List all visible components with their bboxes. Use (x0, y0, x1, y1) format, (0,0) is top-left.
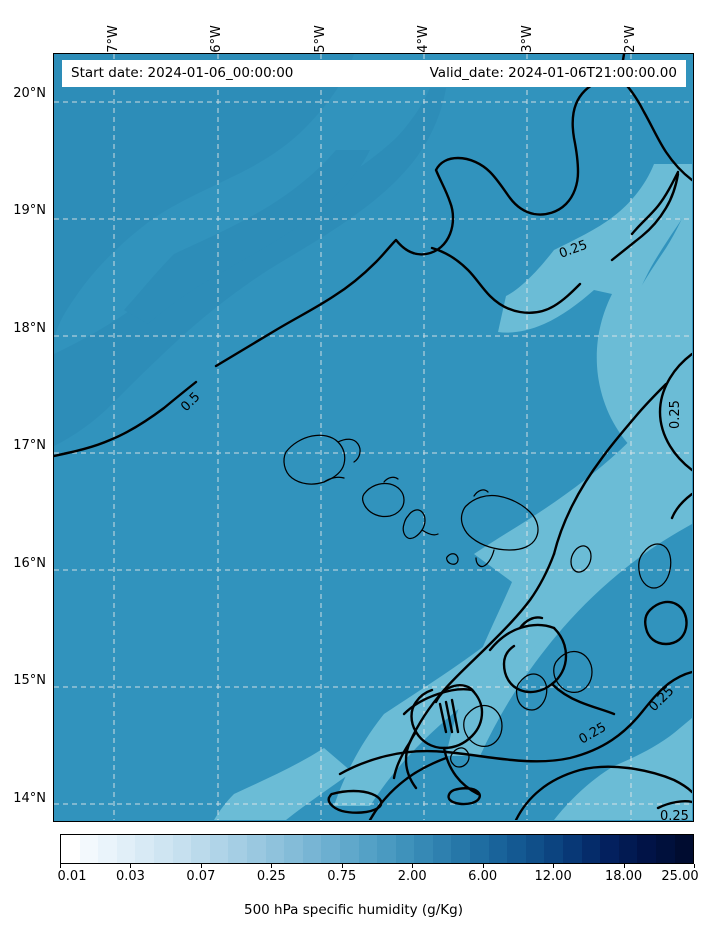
colorbar-tick-mark (271, 864, 273, 868)
colorbar-band (265, 835, 285, 863)
valid-date-label: Valid_date: 2024-01-06T21:00:00.00 (429, 64, 677, 81)
colorbar-axis-label: 500 hPa specific humidity (g/Kg) (244, 902, 463, 918)
colorbar-band (674, 835, 693, 863)
colorbar-band (656, 835, 675, 863)
colorbar-band (153, 835, 173, 863)
colorbar-band (507, 835, 526, 863)
fill-band-lighter (214, 164, 692, 820)
contour-lines (54, 54, 692, 820)
colorbar-band (618, 835, 638, 863)
colorbar-band (321, 835, 340, 863)
colorbar-band (339, 835, 359, 863)
lat-tick-label: 20°N (13, 86, 46, 102)
colorbar-band (414, 835, 433, 863)
colorbar-tick-mark (130, 864, 132, 868)
date-banner: Start date: 2024-01-06_00:00:00 Valid_da… (62, 60, 686, 87)
colorbar-tick-mark (200, 864, 202, 868)
contour-label-2: 0.25 (668, 400, 683, 429)
colorbar-band (228, 835, 247, 863)
lat-tick-label: 17°N (13, 438, 46, 454)
coastline-paths (283, 434, 672, 768)
colorbar-band (302, 835, 322, 863)
lat-tick-label: 16°N (13, 555, 46, 571)
colorbar-band (525, 835, 545, 863)
colorbar-band (358, 835, 378, 863)
colorbar-band (637, 835, 656, 863)
colorbar-band (600, 835, 619, 863)
lat-tick-label: 14°N (13, 790, 46, 806)
map-gridlines (54, 54, 692, 820)
map-clip-region: 0.25 0.5 0.25 0.25 0.25 0.25 (54, 54, 693, 821)
colorbar-band (544, 835, 564, 863)
colorbar-band (470, 835, 489, 863)
colorbar-band (451, 835, 471, 863)
colorbar-band (432, 835, 452, 863)
colorbar-tick-label: 0.01 (57, 869, 87, 884)
colorbar-band (98, 835, 117, 863)
colorbar-tick-label: 6.00 (468, 869, 498, 884)
colorbar-tick-mark (553, 864, 555, 868)
colorbar-band (61, 835, 80, 863)
lat-tick-label: 19°N (13, 203, 46, 219)
colorbar-band (488, 835, 508, 863)
colorbar-band (209, 835, 229, 863)
colorbar-band (79, 835, 99, 863)
colorbar-band (377, 835, 396, 863)
start-date-label: Start date: 2024-01-06_00:00:00 (71, 64, 294, 81)
colorbar-band (135, 835, 154, 863)
colorbar-tick-label: 12.00 (534, 869, 572, 884)
colorbar-tick-label: 25.00 (661, 869, 699, 884)
fill-band-darker (54, 54, 446, 446)
colorbar-tick-mark (412, 864, 414, 868)
colorbar-tick-mark (694, 864, 695, 868)
colorbar-tick-mark (341, 864, 343, 868)
colorbar-band (563, 835, 582, 863)
colorbar-gradient-strip (61, 835, 693, 863)
colorbar-tick-label: 0.07 (186, 869, 216, 884)
colorbar-tick-label: 0.03 (115, 869, 145, 884)
colorbar-band (284, 835, 303, 863)
lat-tick-label: 18°N (13, 320, 46, 336)
colorbar-band (172, 835, 192, 863)
colorbar-tick-label: 2.00 (397, 869, 427, 884)
lat-tick-label: 15°N (13, 673, 46, 689)
colorbar-band (395, 835, 415, 863)
colorbar-band (191, 835, 210, 863)
colorbar-tick-mark (623, 864, 625, 868)
colorbar-tick-mark (60, 864, 61, 868)
colorbar-tick-label: 0.75 (327, 869, 357, 884)
colorbar-tick-label: 0.25 (256, 869, 286, 884)
colorbar-tick-mark (482, 864, 484, 868)
colorbar-band (246, 835, 266, 863)
colorbar[interactable] (60, 834, 694, 864)
colorbar-band (581, 835, 601, 863)
contour-label-5: 0.25 (660, 809, 689, 820)
map-contour-svg: 0.25 0.5 0.25 0.25 0.25 0.25 (54, 54, 692, 820)
colorbar-band (116, 835, 136, 863)
map-plot-area[interactable]: 0.25 0.5 0.25 0.25 0.25 0.25 Start date:… (53, 53, 694, 822)
colorbar-tick-label: 18.00 (604, 869, 643, 884)
